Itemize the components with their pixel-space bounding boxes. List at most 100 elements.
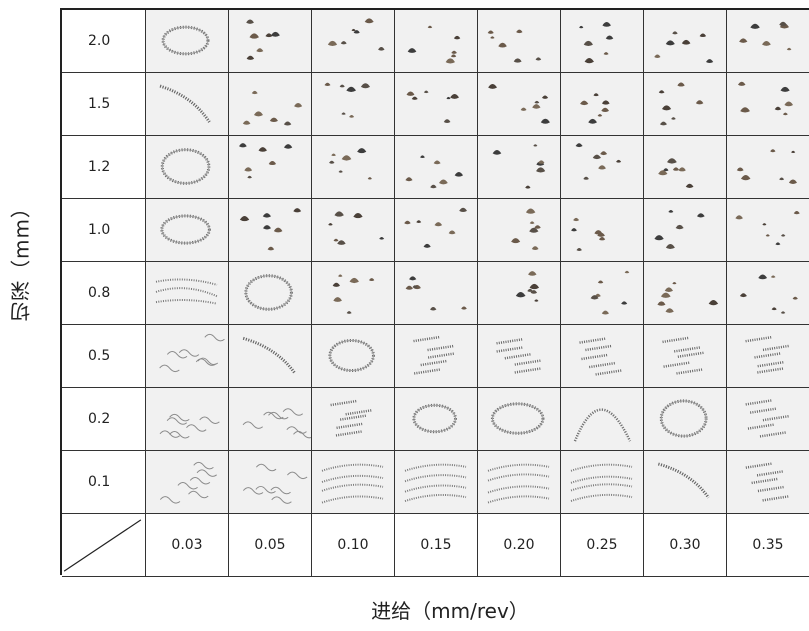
chip-fragment bbox=[349, 277, 359, 284]
chip-illustration bbox=[511, 208, 541, 250]
chip-photo bbox=[229, 136, 312, 199]
chip-short-spiral bbox=[762, 344, 789, 352]
chip-fragment bbox=[784, 101, 794, 107]
y-axis-title: 切深（mm） bbox=[9, 197, 34, 323]
chip-coil-core bbox=[245, 275, 292, 310]
corner-diagonal-cell bbox=[62, 514, 146, 577]
chip-fragment bbox=[601, 107, 610, 113]
chip-fragment bbox=[600, 151, 608, 156]
chip-fragment bbox=[739, 38, 748, 43]
chip-fragment bbox=[740, 174, 751, 181]
chip-fragment bbox=[668, 210, 674, 213]
chip-fragment bbox=[346, 86, 356, 93]
chip-photo bbox=[395, 136, 478, 199]
chip-fragment bbox=[576, 247, 582, 251]
chip-fragment bbox=[404, 220, 411, 225]
chip-fragment bbox=[696, 213, 705, 218]
depth-label: 0.8 bbox=[62, 262, 146, 325]
chip-photo bbox=[644, 388, 727, 451]
chip-fragment bbox=[601, 310, 609, 315]
chip-fragment bbox=[658, 90, 665, 94]
chip-fragment bbox=[588, 118, 597, 124]
chip-fragment bbox=[405, 285, 413, 290]
chip-fragment bbox=[579, 25, 584, 29]
chip-illustration bbox=[490, 402, 545, 435]
chip-fragment bbox=[429, 306, 437, 311]
chip-short-spiral bbox=[756, 470, 783, 477]
chip-illustration bbox=[736, 149, 797, 184]
chip-fragment bbox=[337, 240, 346, 245]
chip-fragment bbox=[541, 95, 549, 99]
chip-illustration bbox=[329, 148, 372, 180]
chip-wire bbox=[169, 431, 190, 439]
chip-fragment bbox=[448, 230, 456, 235]
chip-illustration bbox=[735, 210, 800, 246]
chip-illustration bbox=[745, 336, 789, 374]
chip-illustration bbox=[159, 333, 225, 373]
chip-illustration bbox=[662, 336, 704, 375]
chip-short-spiral bbox=[514, 359, 541, 366]
depth-label: 2.0 bbox=[62, 10, 146, 73]
chip-wire bbox=[177, 482, 198, 490]
chip-photo bbox=[727, 325, 809, 388]
chip-wire bbox=[195, 358, 217, 366]
chip-fragment bbox=[357, 148, 367, 154]
chip-fragment bbox=[273, 227, 283, 233]
chip-fragment bbox=[446, 96, 451, 100]
chip-wire bbox=[271, 496, 292, 504]
chip-illustration bbox=[161, 25, 210, 56]
feed-label: 0.05 bbox=[229, 514, 312, 577]
chip-photo bbox=[229, 388, 312, 451]
chip-short-spiral bbox=[745, 336, 772, 343]
chip-fragment bbox=[430, 184, 437, 189]
chip-fragment bbox=[364, 18, 374, 24]
chip-wavy-spiral bbox=[404, 493, 467, 503]
chip-fragment bbox=[412, 285, 418, 288]
chip-fragment bbox=[411, 96, 418, 100]
chip-fragment bbox=[788, 179, 797, 184]
chip-fragment bbox=[791, 150, 796, 153]
chip-illustration bbox=[242, 463, 308, 504]
chip-spiral bbox=[657, 462, 710, 499]
chip-illustration bbox=[404, 207, 467, 248]
chip-fragment bbox=[740, 107, 750, 113]
chip-wavy-spiral bbox=[321, 474, 384, 483]
chip-spiral bbox=[155, 278, 218, 286]
chip-fragment bbox=[665, 40, 675, 46]
chip-fragment bbox=[529, 283, 540, 290]
chip-fragment bbox=[774, 106, 782, 111]
chip-fragment bbox=[665, 308, 674, 313]
chip-fragment bbox=[423, 90, 429, 94]
chip-short-spiral bbox=[340, 414, 366, 421]
chip-fragment bbox=[520, 107, 527, 111]
chip-fragment bbox=[786, 47, 792, 51]
chip-photo bbox=[727, 136, 809, 199]
chip-illustration bbox=[328, 339, 375, 373]
chip-fragment bbox=[699, 33, 707, 38]
chip-illustration bbox=[159, 413, 220, 439]
chip-illustration bbox=[407, 25, 461, 64]
chip-short-spiral bbox=[759, 431, 786, 438]
chip-fragment bbox=[353, 30, 360, 34]
chip-fragment bbox=[283, 144, 293, 149]
chip-fragment bbox=[498, 42, 507, 48]
chip-fragment bbox=[427, 25, 433, 29]
chip-fragment bbox=[671, 117, 676, 120]
chip-photo bbox=[146, 262, 229, 325]
chip-wire bbox=[287, 471, 308, 480]
chip-fragment bbox=[409, 276, 417, 281]
chip-photo bbox=[478, 325, 561, 388]
chip-fragment bbox=[269, 117, 278, 123]
chip-photo bbox=[395, 388, 478, 451]
chip-photo bbox=[727, 73, 809, 136]
chip-wavy-spiral bbox=[404, 474, 467, 483]
chip-short-spiral bbox=[762, 495, 789, 502]
chip-fragment bbox=[758, 274, 768, 280]
chip-fragment bbox=[583, 40, 593, 46]
chip-matrix: 2.0 1.5 1.2 1.0 0.8 0.5 0.2 0.1 0.03 0.05 0.10 0.15… bbox=[60, 8, 809, 577]
chip-photo bbox=[478, 136, 561, 199]
chip-fragment bbox=[490, 36, 495, 39]
chip-illustration bbox=[488, 83, 550, 124]
chip-wire bbox=[263, 411, 284, 420]
chip-photo bbox=[146, 136, 229, 199]
